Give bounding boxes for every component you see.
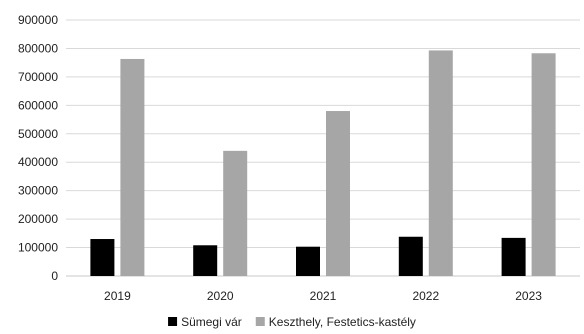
bar-sumegi-var-2023 bbox=[501, 237, 526, 276]
legend-label: Sümegi vár bbox=[181, 315, 242, 329]
legend-item: Keszthely, Festetics-kastély bbox=[255, 315, 416, 329]
bars bbox=[90, 50, 556, 277]
bar-keszthely-festetics-kastely-2021 bbox=[326, 111, 350, 277]
x-axis-tick-labels: 2019 2020 2021 2022 2023 bbox=[104, 289, 542, 303]
x-tick-label: 2022 bbox=[412, 289, 439, 303]
gridlines bbox=[66, 19, 580, 277]
x-tick-label: 2020 bbox=[207, 289, 234, 303]
x-tick-label: 2019 bbox=[104, 289, 131, 303]
bar-keszthely-festetics-kastely-2020 bbox=[223, 150, 248, 276]
bar-sumegi-var-2021 bbox=[296, 246, 320, 276]
bar-sumegi-var-2022 bbox=[398, 236, 423, 276]
legend-label: Keszthely, Festetics-kastély bbox=[269, 315, 416, 329]
legend: Sümegi vár Keszthely, Festetics-kastély bbox=[168, 315, 416, 329]
bar-keszthely-festetics-kastely-2023 bbox=[531, 53, 556, 276]
bar-keszthely-festetics-kastely-2022 bbox=[428, 50, 453, 277]
legend-item: Sümegi vár bbox=[168, 315, 242, 329]
y-tick-label: 700000 bbox=[18, 70, 58, 84]
y-tick-label: 300000 bbox=[18, 184, 58, 198]
bar-sumegi-var-2019 bbox=[90, 239, 115, 276]
x-tick-label: 2023 bbox=[515, 289, 542, 303]
legend-swatch bbox=[255, 317, 265, 326]
y-tick-label: 600000 bbox=[18, 98, 58, 112]
y-tick-label: 400000 bbox=[18, 155, 58, 169]
y-tick-label: 900000 bbox=[18, 13, 58, 27]
bar-sumegi-var-2020 bbox=[193, 245, 218, 276]
y-axis-tick-labels: 0 100000 200000 300000 400000 500000 600000 700… bbox=[18, 13, 58, 283]
y-tick-label: 500000 bbox=[18, 127, 58, 141]
bar-keszthely-festetics-kastely-2019 bbox=[120, 58, 145, 276]
y-tick-label: 0 bbox=[51, 269, 58, 283]
y-tick-label: 100000 bbox=[18, 241, 58, 255]
legend-swatch bbox=[168, 317, 178, 326]
y-tick-label: 800000 bbox=[18, 41, 58, 55]
y-tick-label: 200000 bbox=[18, 212, 58, 226]
x-tick-label: 2021 bbox=[310, 289, 337, 303]
